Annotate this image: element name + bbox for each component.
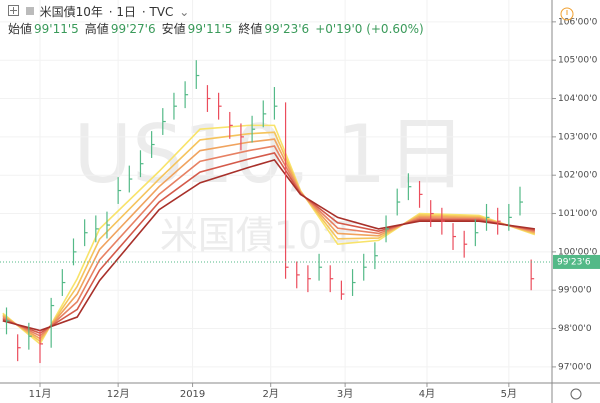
- moving-average: [2, 152, 536, 335]
- symbol-row: 米国債10年 · 1日 · TVC ⌄: [8, 4, 426, 21]
- x-tick-label: 11月: [29, 388, 52, 400]
- ohlc-legend: 始値 99'11'5 高値 99'27'6 安値 99'11'5 終値 99'23'6 +0'1…: [8, 21, 426, 38]
- y-tick-label: 104'00'0: [558, 94, 598, 104]
- legend-label: 安値: [161, 22, 186, 36]
- y-tick-label: 103'00'0: [558, 132, 598, 142]
- x-tick-label: 2019: [180, 389, 205, 400]
- x-tick-label: 5月: [501, 388, 517, 400]
- y-tick-label: 105'00'0: [558, 56, 598, 66]
- last-price-label: 99'23'6: [557, 257, 591, 267]
- exchange: TVC: [149, 5, 174, 19]
- collapse-icon[interactable]: ⌄: [179, 5, 190, 19]
- moving-average: [2, 145, 536, 337]
- x-tick-label: 3月: [337, 388, 353, 400]
- interval[interactable]: 1日: [116, 5, 137, 19]
- legend-label: 高値: [84, 22, 109, 36]
- legend-label: 終値: [238, 22, 263, 36]
- x-tick-label: 12月: [107, 388, 130, 400]
- y-tick-label: 100'00'0: [558, 247, 598, 257]
- legend-value: 99'11'5: [187, 22, 233, 36]
- last-price-box: [553, 254, 600, 269]
- y-tick-label: 101'00'0: [558, 209, 598, 219]
- settings-icon[interactable]: [570, 388, 582, 400]
- x-tick-label: 4月: [419, 388, 435, 400]
- change: +0'19'0 (+0.60%): [315, 22, 424, 36]
- y-tick-label: 99'00'0: [558, 286, 592, 296]
- symbol[interactable]: 米国債10年: [39, 5, 103, 19]
- y-tick-label: 102'00'0: [558, 171, 598, 181]
- y-tick-label: 97'00'0: [558, 362, 592, 372]
- legend-label: 始値: [8, 22, 33, 36]
- alert-icon[interactable]: [560, 7, 574, 21]
- moving-average: [2, 158, 535, 332]
- expand-icon[interactable]: [8, 5, 20, 17]
- y-tick-label: 106'00'0: [558, 17, 598, 27]
- header: 米国債10年 · 1日 · TVC ⌄ 始値 99'11'5 高値 99'27'6 安値…: [8, 4, 426, 38]
- moving-average: [2, 138, 536, 340]
- legend-value: 99'27'6: [110, 22, 156, 36]
- legend-value: 99'23'6: [264, 22, 310, 36]
- x-tick-label: 2月: [263, 388, 279, 400]
- flag-icon[interactable]: [24, 5, 36, 17]
- legend-value: 99'11'5: [34, 22, 79, 36]
- moving-average: [2, 131, 536, 343]
- y-tick-label: 98'00'0: [558, 324, 592, 334]
